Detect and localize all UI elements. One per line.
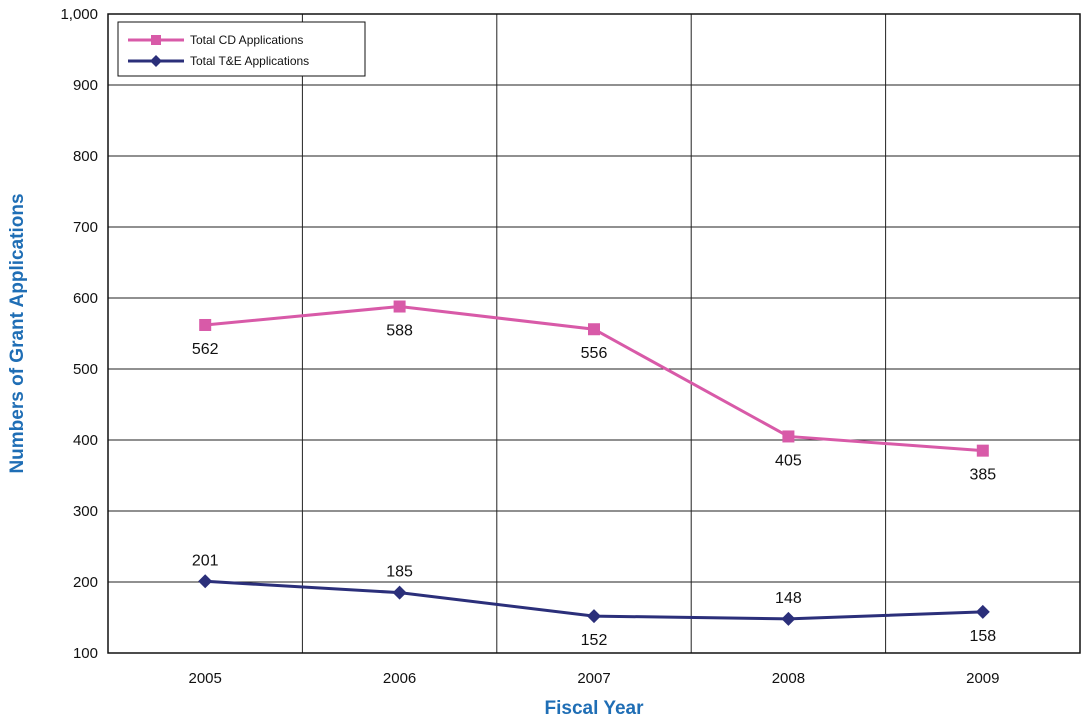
series-1: 562 588 556 405 385 (192, 300, 996, 484)
x-tick-label: 2009 (966, 670, 999, 687)
x-tick-label: 2006 (383, 670, 416, 687)
y-tick-label: 800 (73, 148, 98, 165)
data-point (587, 609, 601, 624)
plot-frame (107, 13, 1081, 654)
legend-marker (150, 55, 162, 67)
data-label: 588 (386, 323, 413, 340)
y-tick-label: 1,000 (60, 6, 98, 23)
y-axis-title: Numbers of Grant Applications (7, 193, 28, 473)
x-tick-label: 2008 (772, 670, 805, 687)
data-label: 201 (192, 552, 219, 569)
data-label: 158 (969, 628, 996, 645)
data-point (198, 574, 213, 589)
legend: Total CD Applications Total T&E Applicati… (117, 21, 366, 77)
y-tick-label: 100 (73, 645, 98, 662)
data-point (782, 430, 795, 443)
legend-label: Total T&E Applications (190, 54, 309, 68)
y-axis-ticks: 100 200 300 400 500 600 700 800 900 1,000 (60, 6, 98, 662)
legend-item: Total CD Applications (128, 33, 303, 47)
data-point (392, 585, 407, 600)
x-axis-ticks: 2005 2006 2007 2008 2009 (189, 670, 1000, 687)
data-point (976, 444, 989, 457)
y-tick-label: 200 (73, 574, 98, 591)
data-label: 148 (775, 590, 802, 607)
legend-marker (151, 35, 161, 45)
data-label: 185 (386, 564, 413, 581)
data-label: 405 (775, 452, 802, 469)
legend-item: Total T&E Applications (128, 54, 309, 68)
data-point (975, 604, 990, 619)
data-label: 556 (581, 345, 608, 362)
data-point (781, 611, 796, 626)
x-axis-title: Fiscal Year (545, 698, 645, 719)
data-point (393, 300, 406, 313)
grid-lines (108, 13, 1080, 654)
x-tick-label: 2005 (189, 670, 222, 687)
y-tick-label: 700 (73, 219, 98, 236)
x-tick-label: 2007 (577, 670, 610, 687)
y-tick-label: 600 (73, 290, 98, 307)
data-point (199, 318, 212, 331)
series-2: 201 185 152 148 158 (192, 552, 996, 649)
data-label: 562 (192, 341, 219, 358)
data-label: 152 (581, 632, 608, 649)
y-tick-label: 500 (73, 361, 98, 378)
data-point (588, 323, 600, 336)
data-label: 385 (969, 467, 996, 484)
y-tick-label: 900 (73, 77, 98, 94)
legend-box (117, 21, 366, 77)
legend-label: Total CD Applications (190, 33, 303, 47)
series-layer: 562 588 556 405 385 201 185 152 148 158 (192, 300, 996, 649)
y-tick-label: 300 (73, 503, 98, 520)
y-tick-label: 400 (73, 432, 98, 449)
